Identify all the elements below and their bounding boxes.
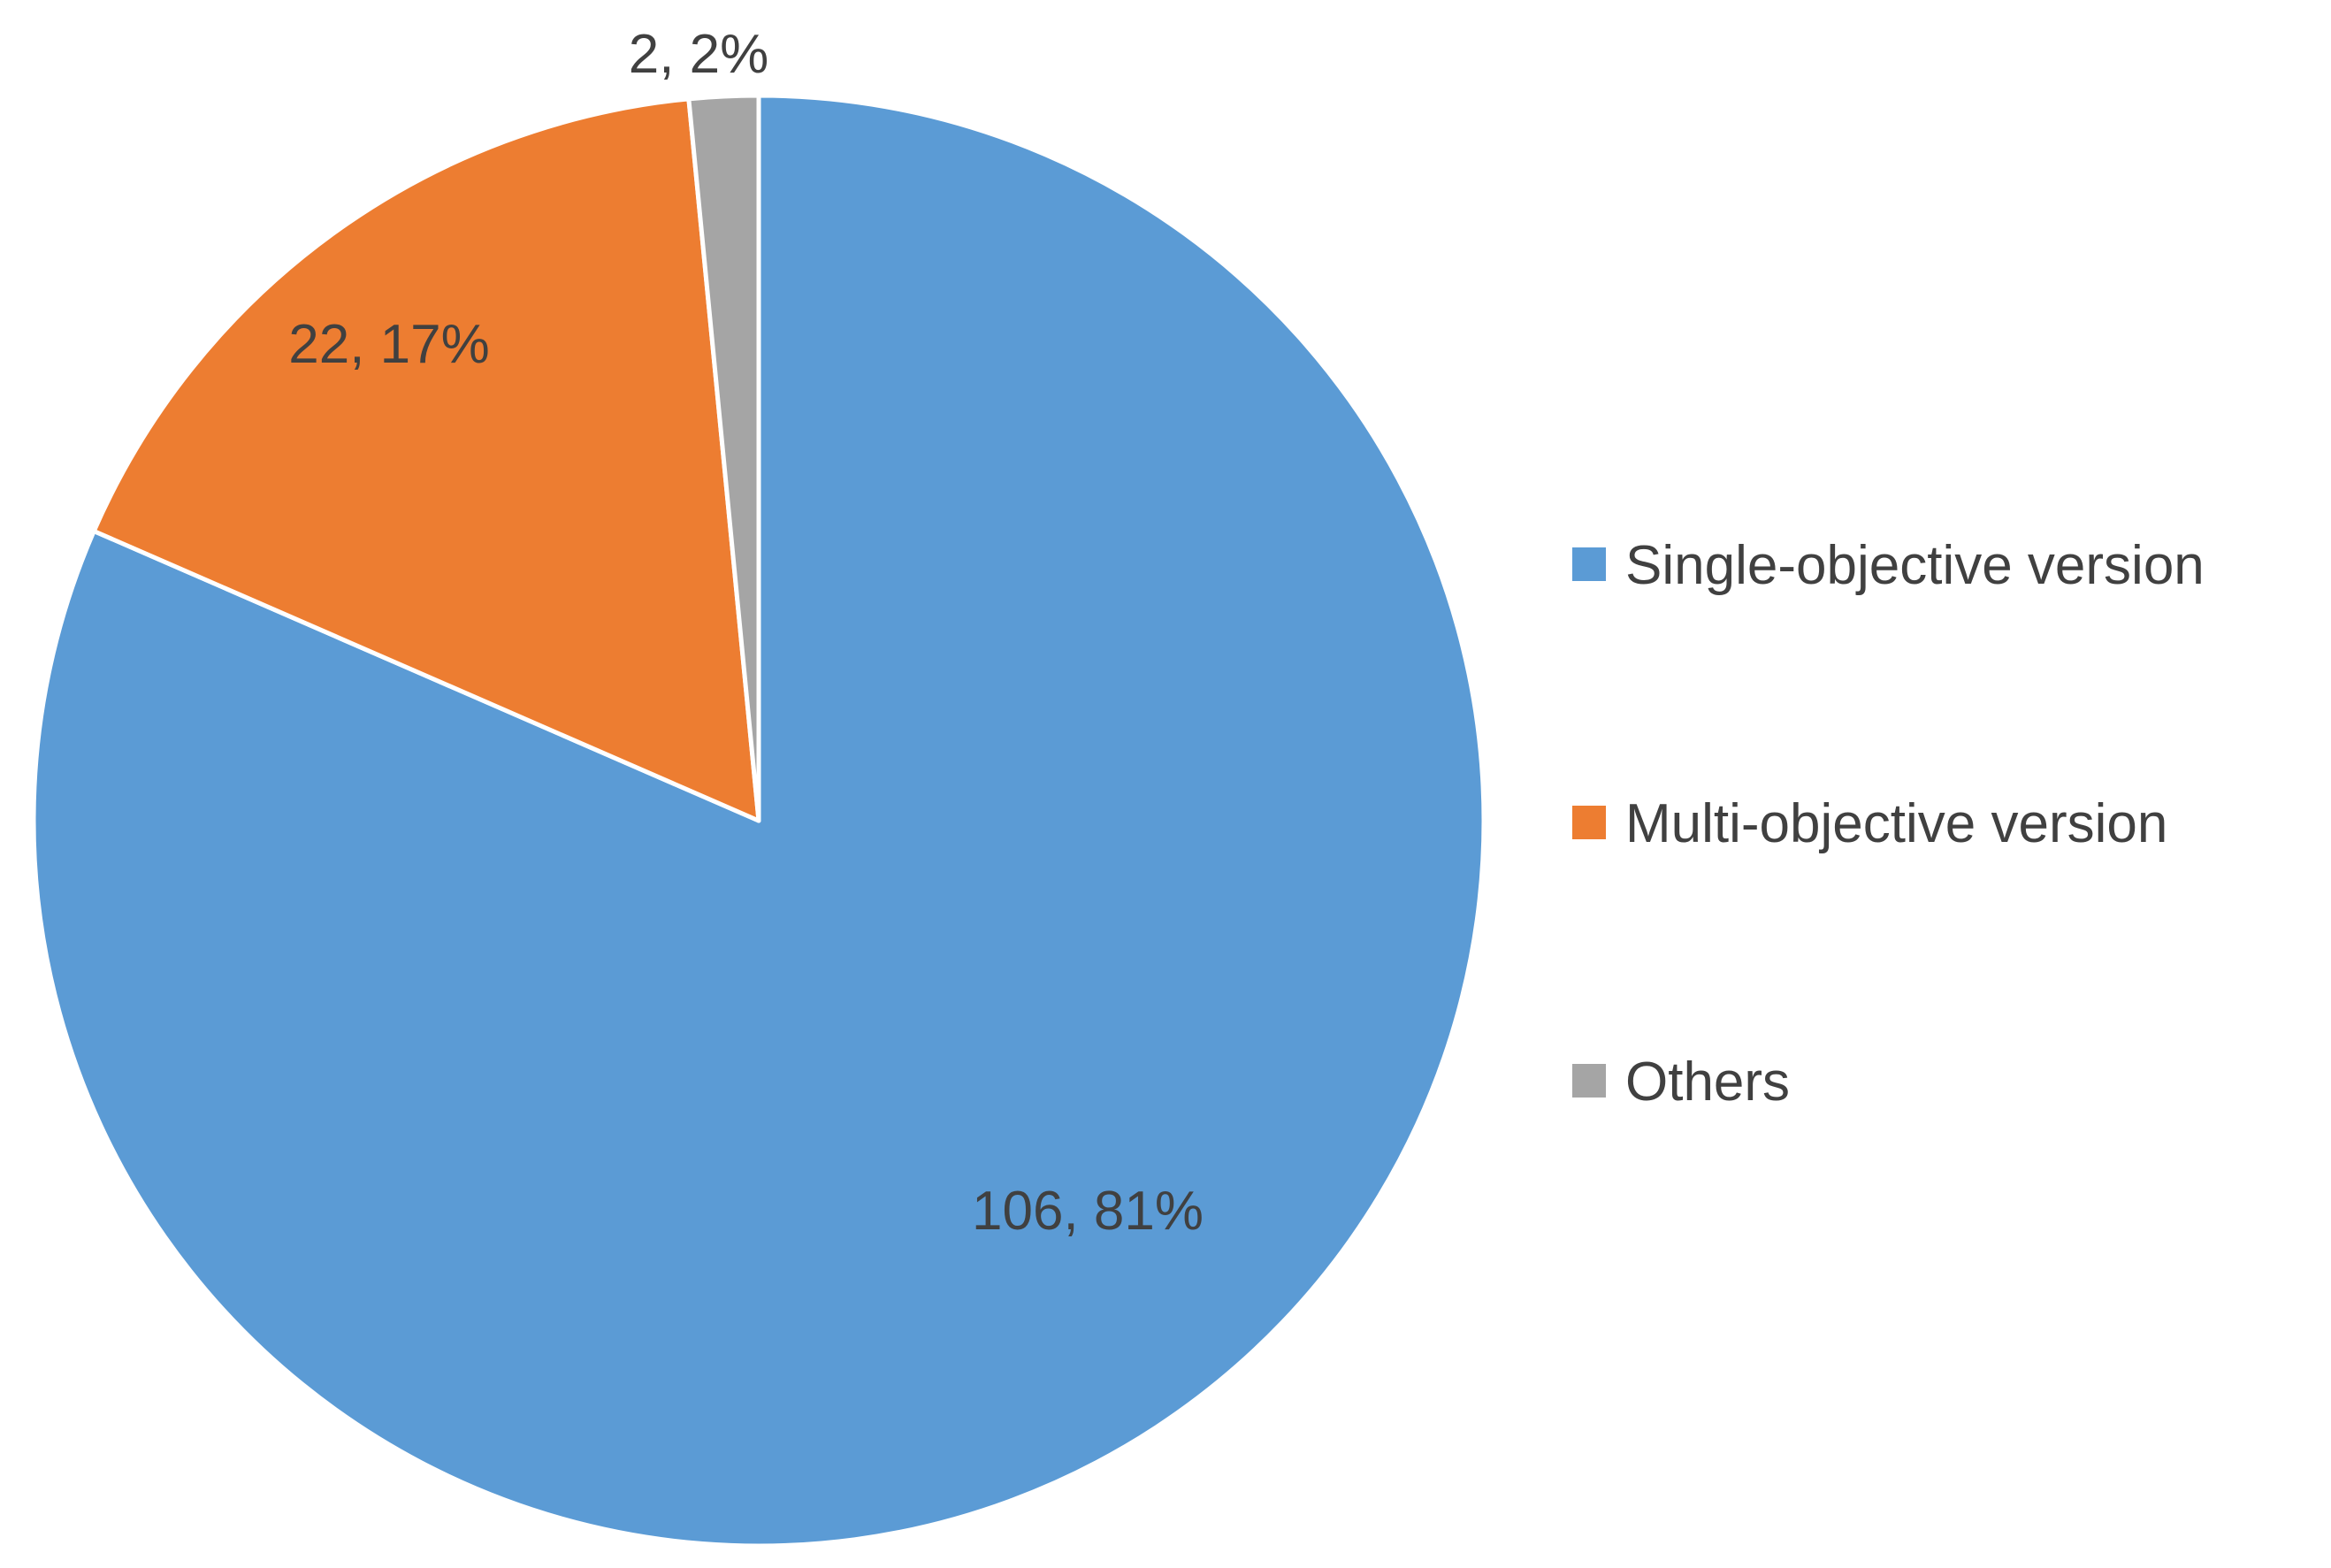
data-label-single-objective-version: 106, 81% — [972, 1181, 1204, 1242]
pie-slices — [31, 93, 1486, 1549]
legend-swatch-multi-objective-version — [1572, 806, 1606, 839]
legend-label-multi-objective-version: Multi-objective version — [1625, 793, 2167, 854]
legend-label-single-objective-version: Single-objective version — [1625, 535, 2205, 596]
data-label-others: 2, 2% — [629, 24, 769, 85]
data-label-multi-objective-version: 22, 17% — [288, 314, 490, 375]
legend: Single-objective version Multi-objective … — [1572, 535, 2205, 1113]
pie-slice-multi-objective-version — [91, 96, 761, 823]
legend-label-others: Others — [1625, 1052, 1790, 1113]
legend-swatch-others — [1572, 1064, 1606, 1098]
pie-slice-others — [686, 93, 761, 823]
legend-swatch-single-objective-version — [1572, 547, 1606, 581]
pie-slice-single-objective-version — [31, 93, 1486, 1549]
pie-data-labels: 106, 81% 22, 17% 2, 2% — [288, 24, 1204, 1242]
